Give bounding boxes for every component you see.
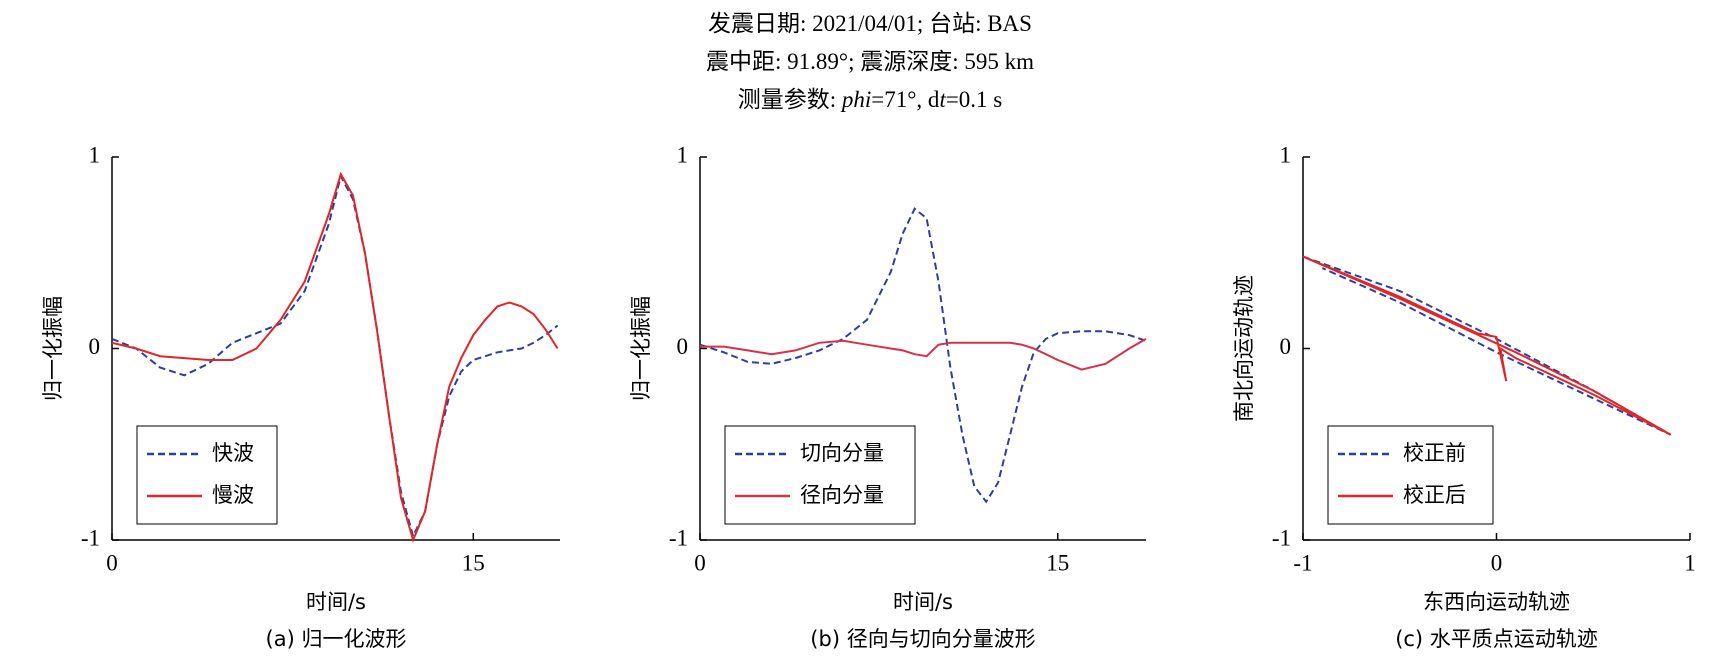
y-tick-label: 0	[89, 334, 101, 359]
x-tick-label: 1	[1684, 550, 1696, 575]
header-text: t	[939, 87, 946, 112]
y-tick-label: -1	[669, 525, 688, 550]
y-tick-label: 1	[89, 142, 101, 167]
header-text: 震中距: 91.89°; 震源深度: 595 km	[706, 49, 1034, 74]
header-line: 发震日期: 2021/04/01; 台站: BAS	[708, 11, 1032, 36]
header-text: =71°, d	[871, 87, 940, 112]
x-tick-label: 15	[462, 550, 485, 575]
series-line	[699, 207, 1147, 504]
y-axis-label: 归一化振幅	[41, 296, 65, 401]
x-tick-label: 15	[1046, 550, 1069, 575]
legend-label: 校正后	[1403, 483, 1466, 507]
y-tick-label: -1	[1272, 525, 1291, 550]
y-axis-label: 南北向运动轨迹	[1232, 275, 1256, 422]
legend-box	[724, 425, 916, 525]
x-axis-label: 时间/s	[306, 590, 366, 614]
y-tick-label: 0	[1280, 334, 1292, 359]
legend-box	[1327, 425, 1494, 525]
y-tick-label: 1	[677, 142, 689, 167]
header-text: =0.1 s	[946, 87, 1002, 112]
legend-box	[136, 425, 278, 525]
x-tick-label: 0	[694, 550, 706, 575]
legend-label: 径向分量	[800, 483, 884, 507]
legend-label: 快波	[212, 441, 254, 465]
y-tick-label: 0	[677, 334, 689, 359]
x-tick-label: 0	[1491, 550, 1503, 575]
x-tick-label: 0	[106, 550, 118, 575]
series-line	[111, 171, 559, 544]
legend-label: 校正前	[1403, 441, 1466, 465]
x-tick-label: -1	[1293, 550, 1312, 575]
x-axis-label: 时间/s	[893, 590, 953, 614]
caption: (c) 水平质点运动轨迹	[1395, 627, 1598, 651]
header-text: 发震日期: 2021/04/01; 台站: BAS	[708, 11, 1032, 36]
caption: (a) 归一化波形	[266, 627, 407, 651]
y-tick-label: 1	[1280, 142, 1292, 167]
legend-label: 切向分量	[800, 441, 884, 465]
x-axis-label: 东西向运动轨迹	[1423, 590, 1570, 614]
caption: (b) 径向与切向分量波形	[810, 627, 1035, 651]
header-line: 测量参数: phi=71°, dt=0.1 s	[738, 87, 1003, 112]
y-tick-label: -1	[81, 525, 100, 550]
header-text: phi	[840, 87, 871, 112]
series-line	[700, 338, 1147, 371]
header-line: 震中距: 91.89°; 震源深度: 595 km	[706, 49, 1034, 74]
series-line	[1302, 255, 1672, 436]
y-axis-label: 归一化振幅	[629, 296, 653, 401]
series-line	[1302, 255, 1672, 436]
legend-label: 慢波	[212, 483, 254, 507]
header-text: 测量参数:	[738, 87, 842, 112]
